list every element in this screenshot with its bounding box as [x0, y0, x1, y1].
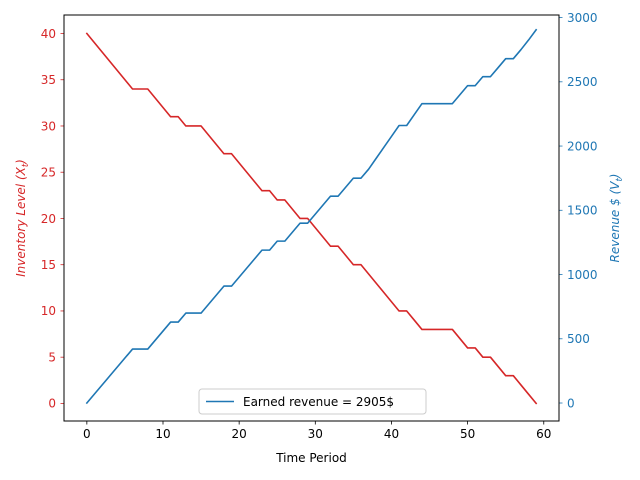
- left-y-tick-label: 40: [41, 27, 56, 41]
- revenue-line: [85, 28, 538, 405]
- right-y-tick-label: 3000: [567, 11, 598, 25]
- right-y-tick-label: 500: [567, 332, 590, 346]
- legend-box: [198, 388, 427, 415]
- legend: Earned revenue = 2905$: [198, 388, 427, 415]
- right-y-axis-label: Revenue $ (Vt): [608, 174, 625, 263]
- left-y-tick-label: 25: [41, 166, 56, 180]
- x-tick-label: 0: [83, 427, 91, 441]
- x-tick-label: 10: [155, 427, 170, 441]
- x-axis-ticks: 0 10 20 30 40 50 60: [83, 421, 551, 441]
- right-y-tick-label: 1000: [567, 268, 598, 282]
- series-lines: [85, 28, 538, 405]
- left-y-axis-label: Inventory Level (Xt): [14, 159, 31, 277]
- left-y-axis-ticks: 0 5 10 15 20 25 30 35 40: [41, 27, 64, 411]
- inventory-level-line: [85, 32, 538, 405]
- left-y-tick-label: 0: [48, 397, 56, 411]
- right-y-tick-label: 2000: [567, 139, 598, 153]
- x-tick-label: 40: [384, 427, 399, 441]
- left-y-tick-label: 5: [48, 350, 56, 364]
- left-y-tick-label: 10: [41, 304, 56, 318]
- x-tick-label: 30: [308, 427, 323, 441]
- right-y-tick-label: 2500: [567, 75, 598, 89]
- x-tick-label: 60: [536, 427, 551, 441]
- left-y-tick-label: 20: [41, 212, 56, 226]
- right-y-axis-ticks: 0 500 1000 1500 2000 2500 3000: [559, 11, 598, 410]
- x-tick-label: 20: [232, 427, 247, 441]
- left-y-tick-label: 35: [41, 73, 56, 87]
- legend-label-revenue: Earned revenue = 2905$: [243, 395, 394, 409]
- right-y-tick-label: 1500: [567, 204, 598, 218]
- left-y-tick-label: 15: [41, 258, 56, 272]
- right-y-tick-label: 0: [567, 396, 575, 410]
- x-axis-label: Time Period: [275, 451, 347, 465]
- plot-frame: [63, 14, 560, 422]
- left-y-tick-label: 30: [41, 119, 56, 133]
- x-tick-label: 50: [460, 427, 475, 441]
